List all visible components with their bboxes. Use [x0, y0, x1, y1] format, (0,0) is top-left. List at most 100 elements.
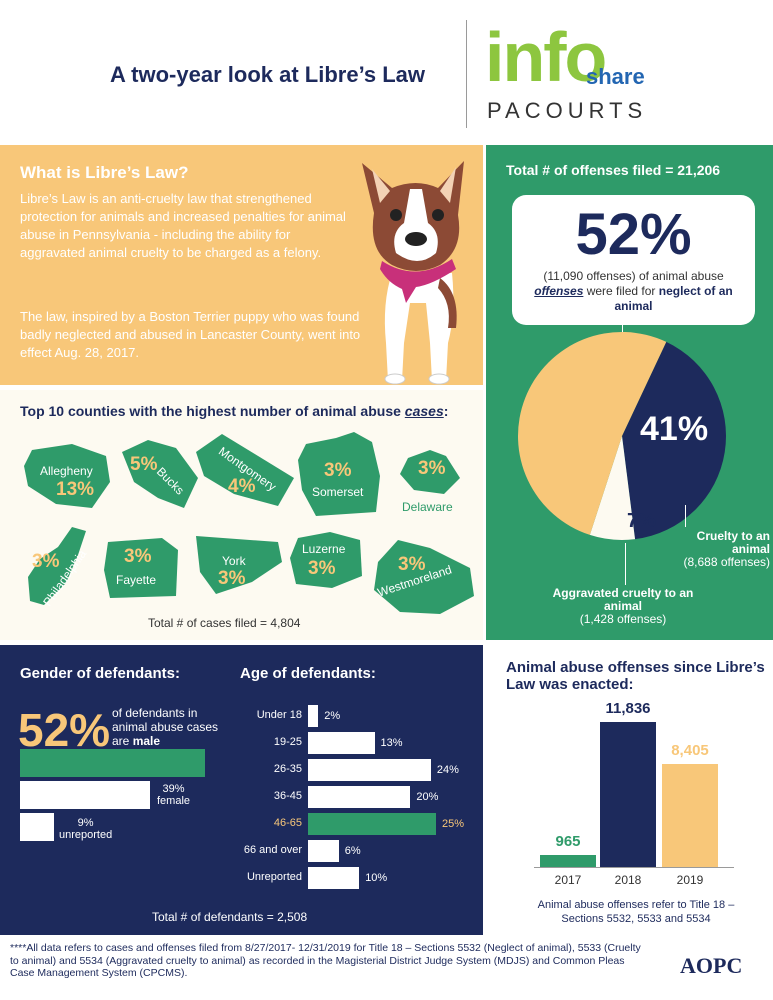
westmoreland-shape-icon — [374, 540, 474, 614]
county-fayette: 3% Fayette — [102, 536, 182, 605]
aggravated-label: Aggravated cruelty to an animal — [552, 586, 694, 613]
county-name: Allegheny — [40, 464, 93, 478]
county-name: Luzerne — [302, 542, 346, 556]
neglect-desc-bold: neglect of an animal — [614, 284, 733, 313]
neglect-description: (11,090 offenses) of animal abuse offens… — [520, 269, 747, 314]
age-value: 2% — [324, 710, 341, 722]
county-pct: 3% — [124, 546, 152, 567]
county-montgomery: Montgomery 4% — [194, 432, 298, 513]
year-value: 965 — [555, 833, 581, 851]
gender-bar-female — [20, 781, 150, 809]
what-paragraph-1: Libre’s Law is an anti-cruelty law that … — [20, 191, 346, 260]
since-title: Animal abuse offenses since Libre’s Law … — [506, 659, 765, 693]
county-pct: 3% — [32, 551, 60, 572]
county-luzerne: Luzerne 3% — [288, 530, 366, 597]
infoshare-logo-share: share — [586, 64, 645, 89]
header: A two-year look at Libre’s Law info shar… — [0, 0, 773, 142]
gender-unreported-pct: 9% — [77, 817, 94, 829]
cruelty-count: (8,688 offenses) — [683, 555, 770, 569]
gender-desc-text: of defendants in animal abuse cases are — [112, 706, 219, 748]
aggravated-count: (1,428 offenses) — [579, 612, 667, 626]
offenses-section: Total # of offenses filed = 21,206 52% (… — [486, 145, 773, 640]
cruelty-leader-line — [685, 505, 686, 527]
pie-slice-neglect-of-an-animal — [518, 332, 667, 535]
year-label: 2018 — [614, 873, 642, 887]
counties-title-emphasis: cases — [404, 403, 444, 419]
what-title: What is Libre’s Law? — [20, 163, 189, 182]
counties-title: Top 10 counties with the highest number … — [20, 403, 448, 419]
year-value: 8,405 — [671, 742, 709, 760]
neglect-desc-emphasis: offenses — [534, 284, 584, 298]
since-note: Animal abuse offenses refer to Title 18 … — [537, 899, 735, 925]
year-value: 11,836 — [605, 700, 651, 717]
gender-desc-bold: male — [132, 734, 161, 748]
boston-terrier-dog-icon — [362, 161, 464, 385]
gender-bar-male — [20, 749, 205, 777]
pie-label-aggravated: 7% — [627, 510, 656, 532]
age-bar — [308, 813, 436, 835]
county-pct: 3% — [218, 568, 246, 589]
aggravated-leader-line — [625, 543, 626, 585]
age-value: 25% — [442, 818, 465, 830]
bucks-shape-icon — [122, 440, 198, 508]
age-bar — [308, 867, 360, 889]
header-divider — [466, 20, 467, 128]
pie-label-cruelty: 41% — [640, 410, 709, 448]
county-name: Somerset — [312, 485, 364, 499]
year-bar-2018 — [600, 722, 656, 867]
cruelty-legend: Cruelty to an animal (8,688 offenses) — [674, 530, 770, 569]
demographics-section: Gender of defendants: 52% of defendants … — [0, 645, 483, 935]
age-bar — [308, 840, 339, 862]
county-pct: 4% — [228, 476, 256, 497]
somerset-shape-icon — [298, 432, 380, 516]
aggravated-legend: Aggravated cruelty to an animal (1,428 of… — [548, 587, 698, 626]
gender-description: of defendants in animal abuse cases are … — [112, 706, 222, 748]
gender-male-pct: 52% — [18, 704, 111, 756]
gender-female-pct: 39% — [162, 783, 185, 795]
philadelphia-shape-icon — [28, 527, 86, 605]
gender-female-label: 39% female — [157, 783, 190, 807]
county-bucks: 5% Bucks — [118, 438, 200, 515]
what-is-section: What is Libre’s Law? Libre’s Law is an a… — [0, 145, 483, 385]
neglect-desc-text-2: were filed for — [583, 284, 659, 298]
age-value: 24% — [436, 764, 459, 776]
age-bar — [308, 732, 375, 754]
age-label: 36-45 — [273, 790, 302, 802]
county-name: Delaware — [402, 500, 453, 514]
year-label: 2019 — [676, 873, 704, 887]
counties-title-colon: : — [443, 403, 449, 419]
age-label: Under 18 — [256, 709, 302, 721]
year-label: 2017 — [554, 873, 582, 887]
gender-bar-unreported — [20, 813, 54, 841]
age-bar — [308, 759, 431, 781]
county-pct: 13% — [56, 479, 95, 500]
county-name: York — [222, 554, 246, 568]
age-label: 46-65 — [273, 817, 302, 829]
county-allegheny: Allegheny 13% — [22, 442, 114, 517]
page-title: A two-year look at Libre’s Law — [110, 62, 425, 87]
age-label: 19-25 — [273, 736, 302, 748]
county-york: York 3% — [192, 532, 284, 601]
year-bar-2019 — [662, 764, 718, 867]
counties-section: Top 10 counties with the highest number … — [0, 390, 483, 640]
age-value: 10% — [365, 872, 388, 884]
county-pct: 3% — [308, 558, 336, 579]
gender-title: Gender of defendants: — [20, 665, 181, 682]
montgomery-shape-icon — [196, 434, 294, 506]
cruelty-label: Cruelty to an animal — [696, 529, 770, 556]
age-bar — [308, 786, 411, 808]
since-chart-axis — [534, 867, 734, 868]
age-label: 26-35 — [273, 763, 302, 775]
infoshare-logo-info: info — [485, 18, 607, 96]
offenses-pie-chart — [518, 332, 727, 540]
county-philadelphia: 3% Philadelphia — [26, 525, 108, 614]
neglect-percentage: 52% — [575, 202, 692, 267]
age-value: 20% — [416, 791, 439, 803]
fayette-shape-icon — [104, 538, 178, 598]
age-title: Age of defendants: — [240, 665, 376, 682]
age-label: Unreported — [246, 871, 302, 883]
gender-female-text: female — [157, 795, 191, 807]
since-enacted-section: Animal abuse offenses since Libre’s Law … — [486, 645, 773, 935]
counties-total: Total # of cases filed = 4,804 — [148, 616, 301, 630]
county-delaware: 3% Delaware — [398, 448, 464, 514]
